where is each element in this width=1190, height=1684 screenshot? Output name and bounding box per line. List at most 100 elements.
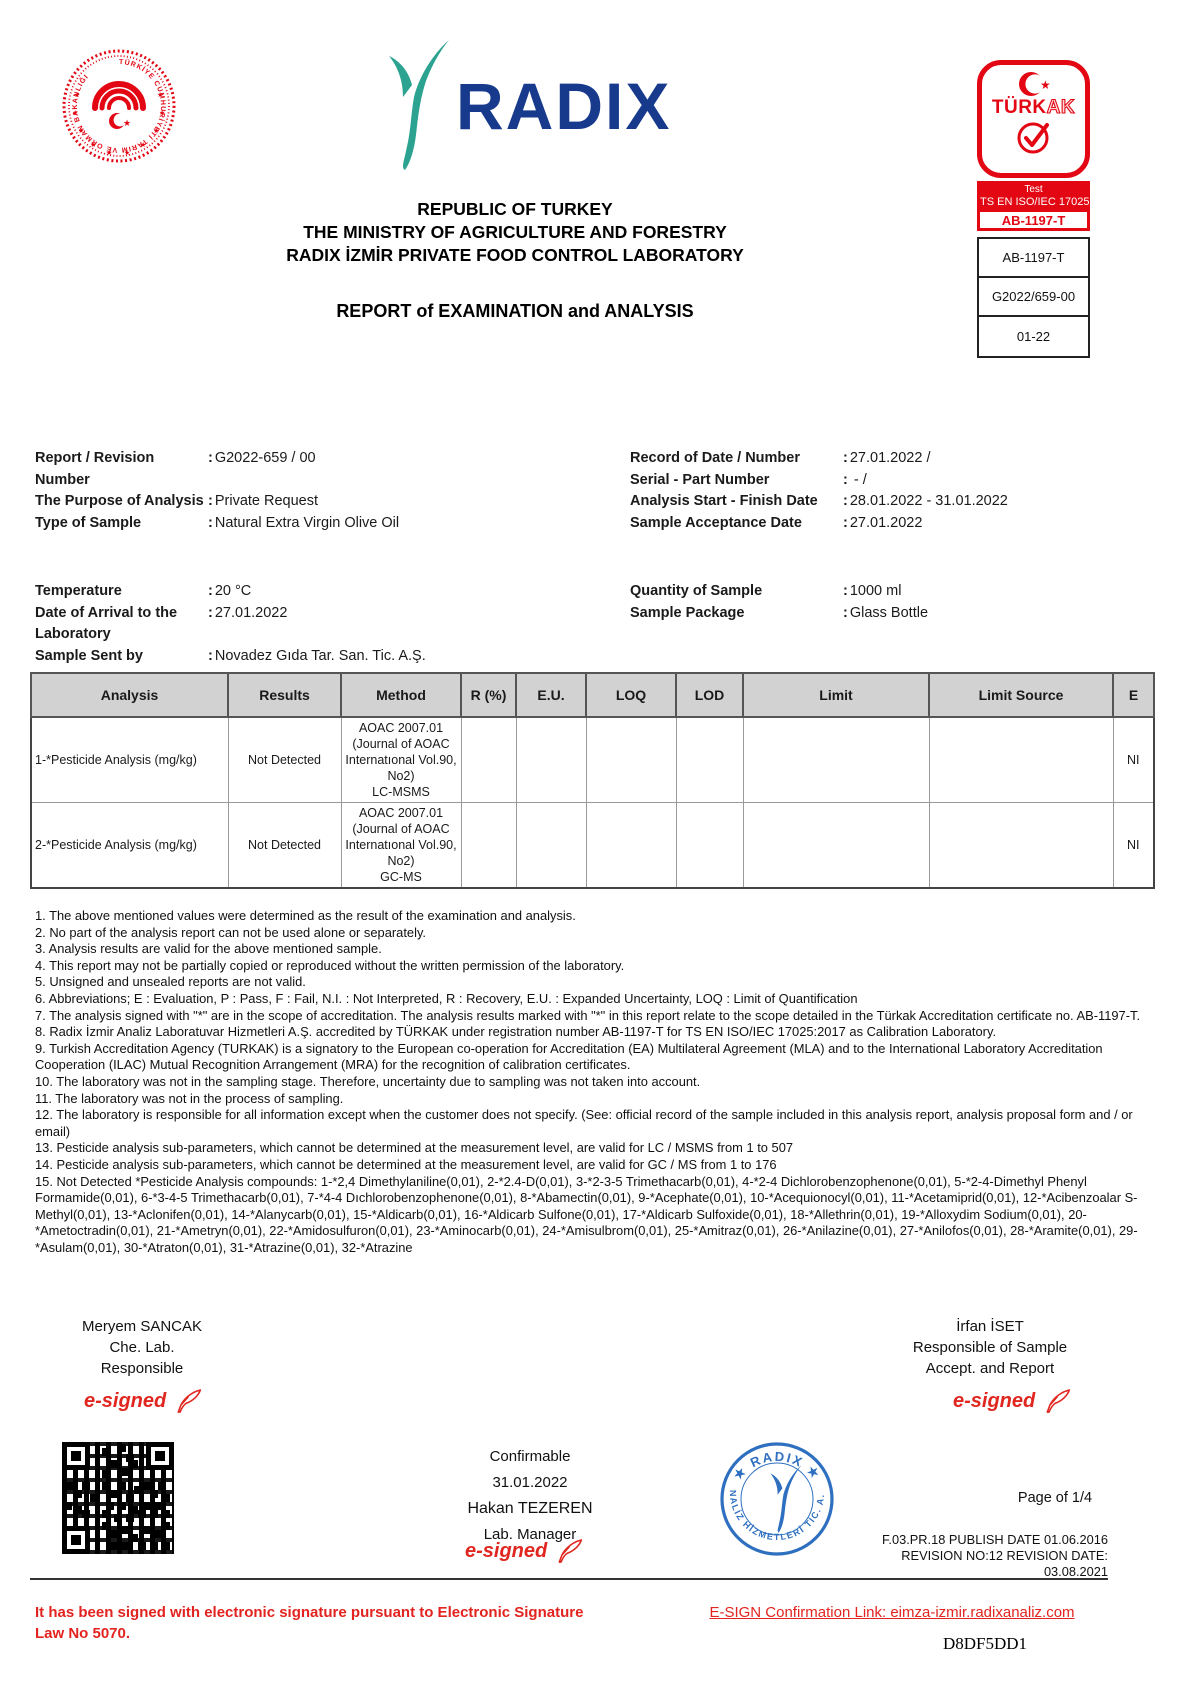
note-7: 7. The analysis signed with "*" are in t… xyxy=(35,1007,1141,1023)
note-2: 2. No part of the analysis report can no… xyxy=(35,924,427,940)
table-row: 1-*Pesticide Analysis (mg/kg) Not Detect… xyxy=(30,716,1155,803)
info-value: 1000 ml xyxy=(843,581,902,603)
signatory-name: Meryem SANCAK xyxy=(81,1318,203,1335)
turkak-wordmark: TÜRKAK xyxy=(991,97,1076,118)
info-row: Temperature 20 °C xyxy=(35,581,595,603)
info-label: Type of Sample xyxy=(35,514,142,531)
info-label: Quantity of Sample xyxy=(630,583,763,599)
svg-text:★: ★ xyxy=(159,109,165,117)
info-value: 28.01.2022 - 31.01.2022 xyxy=(843,491,1008,513)
radix-brush-icon xyxy=(389,40,449,170)
info-value: Natural Extra Virgin Olive Oil xyxy=(208,513,399,535)
info-row: Type of Sample Natural Extra Virgin Olive… xyxy=(35,513,595,535)
cell-method: AOAC 2007.01 (Journal of AOAC Internatıo… xyxy=(340,802,462,889)
quill-pen-icon xyxy=(177,1389,202,1413)
esign-confirmation-link[interactable]: E-SIGN Confirmation Link: eimza-izmir.ra… xyxy=(709,1604,1075,1621)
lab-manager-name: Hakan TEZEREN xyxy=(467,1500,593,1517)
svg-text:★: ★ xyxy=(140,141,146,149)
col-header-limit-source: Limit Source xyxy=(928,672,1114,718)
info-value: - / xyxy=(843,470,867,492)
table-row: 2-*Pesticide Analysis (mg/kg) Not Detect… xyxy=(30,802,1155,889)
svg-text:★: ★ xyxy=(123,118,131,128)
svg-text:★: ★ xyxy=(90,141,96,149)
check-circle-icon xyxy=(1017,122,1049,154)
title-ministry: THE MINISTRY OF AGRICULTURE AND FORESTRY xyxy=(303,222,727,242)
info-label: The Purpose of Analysis xyxy=(35,493,204,509)
qr-code xyxy=(62,1442,174,1554)
turkak-word-turk: TÜRK xyxy=(991,97,1047,118)
info-value: 27.01.2022 xyxy=(843,513,923,535)
doc-revision-date: 03.08.2021 xyxy=(1043,1564,1108,1579)
qr-finder-icon xyxy=(146,1442,174,1470)
title-laboratory: RADIX İZMİR PRIVATE FOOD CONTROL LABORAT… xyxy=(286,245,744,265)
turkak-accreditation-block: ★ TÜRKAK Test TS EN ISO/IEC 17025 AB-119… xyxy=(977,60,1090,358)
svg-text:★: ★ xyxy=(74,91,80,99)
col-header-lod: LOD xyxy=(675,672,744,718)
note-12: 12. The laboratory is responsible for al… xyxy=(35,1107,1133,1139)
note-13: 13. Pesticide analysis sub-parameters, w… xyxy=(35,1140,794,1156)
note-6: 6. Abbreviations; E : Evaluation, P : Pa… xyxy=(35,990,858,1006)
info-label: Sample Acceptance Date xyxy=(630,514,802,531)
svg-text:★: ★ xyxy=(1040,78,1051,92)
e-signature-right: e-signed xyxy=(953,1388,1072,1415)
turkak-logo: ★ TÜRKAK xyxy=(977,60,1090,178)
info-label: Report / Revision Number xyxy=(35,450,155,488)
cell-limit-source xyxy=(928,716,1114,803)
cell-r xyxy=(460,716,517,803)
report-number-cell: G2022/659-00 xyxy=(979,278,1088,317)
analysis-results-table: Analysis Results Method R (%) E.U. LOQ L… xyxy=(30,672,1155,889)
info-label: Sample Package xyxy=(630,604,745,621)
cell-method: AOAC 2007.01 (Journal of AOAC Internatıo… xyxy=(340,716,462,803)
e-signature-lab-manager: e-signed xyxy=(465,1538,584,1565)
info-row: Sample Sent by Novadez Gıda Tar. San. Tic… xyxy=(35,646,595,668)
info-label: Serial - Part Number xyxy=(630,471,770,488)
cell-limit-source xyxy=(928,802,1114,889)
note-10: 10. The laboratory was not in the sampli… xyxy=(35,1073,701,1089)
doc-revision-info: REVISION NO:12 REVISION DATE: xyxy=(901,1548,1108,1563)
info-row: Sample Acceptance Date 27.01.2022 xyxy=(630,513,1190,535)
info-value: Glass Bottle xyxy=(843,603,928,625)
info-value: 27.01.2022 / xyxy=(843,448,931,470)
report-title: REPORT of EXAMINATION and ANALYSIS xyxy=(336,301,694,321)
page-indicator: Page of 1/4 xyxy=(1017,1490,1093,1506)
radix-company-stamp-icon: ★ RADIX ★ ANALİZ HİZMETLERİ TİC. A.Ş. xyxy=(720,1442,834,1556)
note-15: 15. Not Detected *Pesticide Analysis com… xyxy=(35,1173,1138,1255)
svg-text:★: ★ xyxy=(78,127,84,135)
cell-loq xyxy=(585,716,677,803)
info-label: Record of Date / Number xyxy=(630,450,800,466)
info-value: 20 °C xyxy=(208,581,251,603)
info-right-group-2: Quantity of Sample 1000 ml Sample Package… xyxy=(630,581,1190,624)
info-label: Date of Arrival to the Laboratory xyxy=(35,604,178,643)
signatory-role: Responsible of Sample xyxy=(912,1339,1068,1356)
cell-eu xyxy=(515,716,587,803)
cell-r xyxy=(460,802,517,889)
info-left-group-2: Temperature 20 °C Date of Arrival to the … xyxy=(35,581,595,667)
info-value: Private Request xyxy=(208,491,318,513)
note-11: 11. The laboratory was not in the proces… xyxy=(35,1090,344,1106)
note-8: 8. Radix İzmir Analiz Laboratuvar Hizmet… xyxy=(35,1024,997,1040)
confirmation-block: Confirmable 31.01.2022 Hakan TEZEREN Lab… xyxy=(420,1444,640,1548)
col-header-loq: LOQ xyxy=(585,672,677,718)
esign-confirmation-link-wrap: E-SIGN Confirmation Link: eimza-izmir.ra… xyxy=(672,1604,1112,1621)
turkak-word-ak: AK xyxy=(1046,97,1076,118)
info-row: Date of Arrival to the Laboratory 27.01.2… xyxy=(35,603,595,646)
col-header-results: Results xyxy=(227,672,342,718)
info-label: Temperature xyxy=(35,583,122,599)
radix-wordmark: RADIX xyxy=(456,69,672,143)
note-9: 9. Turkish Accreditation Agency (TURKAK)… xyxy=(35,1040,1103,1073)
confirmable-label: Confirmable xyxy=(489,1448,571,1465)
cell-e: NI xyxy=(1112,716,1155,803)
svg-text:★: ★ xyxy=(157,91,163,99)
note-1: 1. The above mentioned values were deter… xyxy=(35,908,576,923)
e-signature-left: e-signed xyxy=(84,1388,203,1415)
signatory-role: Responsible xyxy=(100,1360,184,1377)
info-row: Report / Revision Number G2022-659 / 00 xyxy=(35,448,595,491)
col-header-limit: Limit xyxy=(742,672,930,718)
col-header-r: R (%) xyxy=(460,672,517,718)
table-header-row: Analysis Results Method R (%) E.U. LOQ L… xyxy=(30,672,1155,718)
e-signed-label: e-signed xyxy=(953,1390,1036,1412)
quill-pen-icon xyxy=(1046,1389,1071,1413)
quill-pen-icon xyxy=(558,1539,583,1563)
turkak-certificate-code: AB-1197-T xyxy=(980,212,1087,228)
